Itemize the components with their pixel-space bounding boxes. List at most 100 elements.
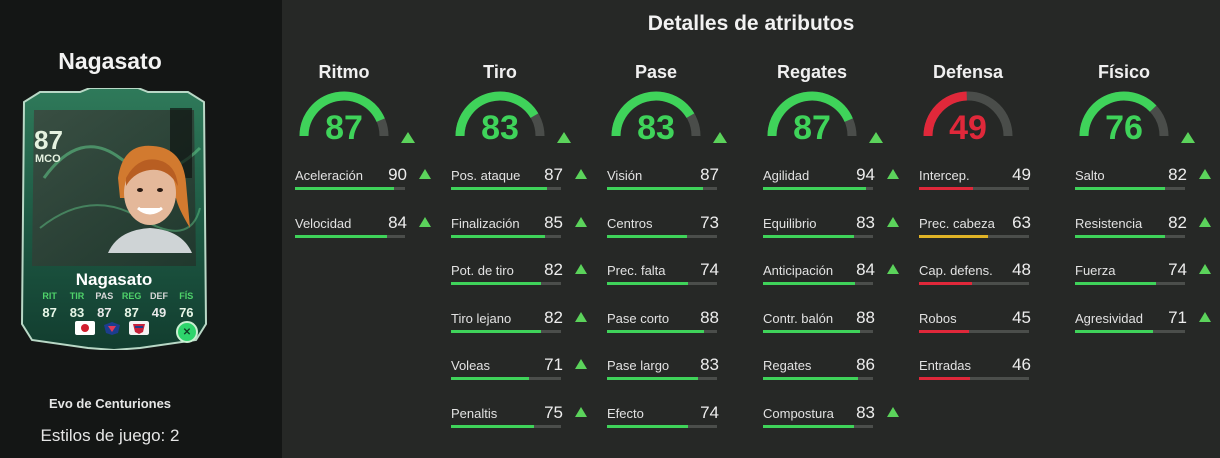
upgrade-arrow-icon [887,264,899,275]
attribute-row[interactable]: Velocidad 84 [295,213,440,246]
attribute-bar [919,282,1029,286]
attribute-bar [763,425,873,428]
attribute-label: Cap. defens. [919,263,993,279]
attribute-bar-fill [451,234,545,238]
attribute-row[interactable]: Pase largo 83 [607,355,752,388]
attribute-value: 46 [1012,355,1031,375]
attribute-label: Contr. balón [763,310,834,326]
attribute-row[interactable]: Tiro lejano 82 [451,307,596,341]
attribute-value: 74 [1168,260,1187,280]
upgrade-arrow-icon [557,132,571,143]
card-stat-values: 87 83 87 87 49 76 [36,305,200,320]
attribute-bar [607,425,717,428]
attribute-row[interactable]: Fuerza 74 [1075,260,1220,293]
attribute-value: 85 [544,212,563,232]
attribute-row[interactable]: Aceleración 90 [295,165,440,198]
attribute-value: 74 [700,260,719,280]
attribute-bar-fill [607,234,688,238]
attribute-bar [607,187,717,190]
player-card[interactable]: 87 MCO Nagasato RIT TIR PAS REG DEF FÍS 87 83 8… [20,88,208,350]
attribute-label: Aceleración [295,168,363,183]
attribute-row[interactable]: Agresividad 71 [1075,308,1220,341]
attribute-bar [607,377,717,381]
player-panel: Nagasato 87 MCO [0,0,282,458]
attribute-row[interactable]: Prec. falta 74 [607,260,752,293]
attribute-row[interactable]: Intercep. 49 [919,165,1064,198]
upgrade-arrow-icon [887,169,899,179]
attribute-row[interactable]: Salto 82 [1075,165,1220,198]
attribute-bar-fill [451,282,542,286]
attribute-value: 83 [856,403,875,422]
player-name: Nagasato [58,48,162,74]
attribute-bar-fill [451,187,547,190]
attribute-row[interactable]: Anticipación 84 [763,260,908,293]
attribute-bar [919,234,1029,238]
attribute-row[interactable]: Resistencia 82 [1075,212,1220,246]
upgrade-arrow-icon [401,132,415,143]
attribute-label: Tiro lejano [451,310,512,326]
attribute-row[interactable]: Equilibrio 83 [763,213,908,246]
attribute-label: Entradas [919,358,972,374]
attribute-row[interactable]: Entradas 46 [919,355,1064,388]
attribute-row[interactable]: Robos 45 [919,308,1064,341]
category-name: Defensa [932,62,1004,82]
attribute-row[interactable]: Compostura 83 [763,403,908,436]
attribute-row[interactable]: Pot. de tiro 82 [451,260,596,293]
attribute-bar [763,329,873,333]
attribute-value: 88 [856,307,875,327]
attribute-row[interactable]: Finalización 85 [451,212,596,246]
attribute-row[interactable]: Visión 87 [607,165,752,198]
upgrade-arrow-icon [575,359,587,370]
club-crest-icon [104,322,120,335]
category-value: 83 [637,109,675,147]
attribute-label: Resistencia [1075,215,1143,231]
attribute-bar-fill [1075,329,1154,333]
attribute-row[interactable]: Cap. defens. 48 [919,260,1064,293]
attribute-label: Anticipación [763,263,834,279]
attribute-row[interactable]: Regates 86 [763,355,908,388]
card-flags [75,321,149,335]
attribute-row[interactable]: Efecto 74 [607,403,752,436]
attribute-row[interactable]: Centros 73 [607,213,752,246]
upgrade-arrow-icon [575,264,587,275]
attribute-bar [1075,282,1185,286]
japan-flag-icon [75,321,95,335]
attribute-bar-fill [1075,187,1166,190]
attribute-value: 82 [1168,212,1187,232]
attribute-value: 63 [1012,212,1031,232]
attribute-bar [919,329,1029,333]
playstyles-count[interactable]: Estilos de juego: 2 [40,426,180,445]
attribute-row[interactable]: Pos. ataque 87 [451,165,596,198]
attribute-bar [763,377,873,381]
category-name: Ritmo [318,62,370,82]
attribute-label: Pase largo [607,358,670,374]
category-value: 83 [481,109,519,147]
attribute-row[interactable]: Contr. balón 88 [763,307,908,341]
attribute-label: Regates [763,358,812,374]
card-stat-value: 83 [69,305,85,320]
attribute-row[interactable]: Voleas 71 [451,355,596,388]
attribute-label: Pos. ataque [451,168,521,183]
attribute-bar-fill [919,329,969,333]
card-stat-label: FÍS [179,291,194,301]
attribute-value: 74 [700,403,719,422]
attribute-label: Voleas [451,358,491,374]
attribute-row[interactable]: Prec. cabeza 63 [919,212,1064,246]
category-value: 49 [949,109,987,147]
category-value: 76 [1105,109,1143,147]
attribute-value: 87 [700,165,719,184]
card-position: MCO [35,153,61,165]
category-value: 87 [325,109,363,147]
attribute-row[interactable]: Penaltis 75 [451,403,596,436]
attribute-row[interactable]: Agilidad 94 [763,165,908,198]
attribute-row[interactable]: Pase corto 88 [607,308,752,341]
upgrade-arrow-icon [1181,132,1195,143]
attribute-label: Compostura [763,406,834,421]
attribute-label: Finalización [451,215,520,231]
attribute-value: 82 [544,307,563,327]
category-name: Pase [634,62,678,82]
attribute-bar [451,187,561,190]
attribute-bar-fill [451,425,534,428]
attribute-bar-fill [607,329,704,333]
attribute-value: 86 [856,355,875,375]
